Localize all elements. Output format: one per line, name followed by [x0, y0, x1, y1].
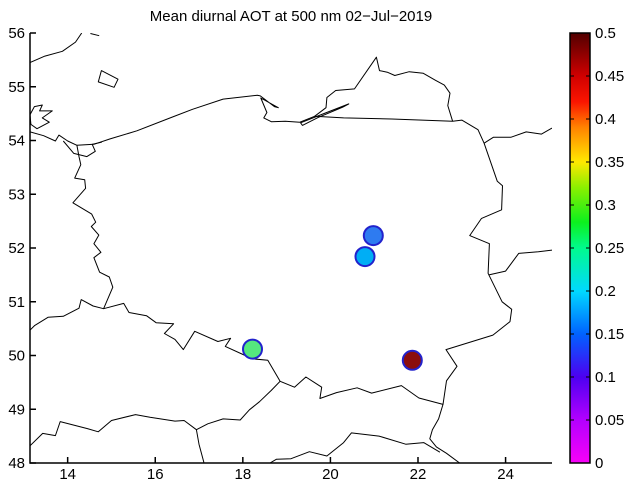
slovakia-ukraine-border — [429, 404, 460, 463]
colorbar-tick-label: 0.05 — [595, 412, 624, 429]
x-tick-label: 20 — [322, 466, 339, 480]
y-tick-label: 52 — [8, 240, 25, 257]
colorbar-tick-label: 0 — [595, 455, 603, 472]
belarus-ukraine-border — [488, 249, 552, 276]
sweden-coast-fragment — [90, 33, 100, 37]
colorbar-tick-label: 0.4 — [595, 111, 616, 128]
y-tick-label: 49 — [8, 401, 25, 418]
y-tick-label: 54 — [8, 133, 25, 150]
lithuania-belarus-border — [483, 127, 552, 144]
colorbar-tick-label: 0.35 — [595, 154, 624, 171]
slovakia-hungary-border — [269, 432, 441, 463]
colorbar-tick-label: 0.2 — [595, 283, 616, 300]
bornholm-island — [97, 70, 119, 88]
colorbar-tick-label: 0.3 — [595, 197, 616, 214]
poland-border — [72, 94, 513, 405]
y-tick-label: 48 — [8, 455, 25, 472]
chart-title: Mean diurnal AOT at 500 nm 02−Jul−2019 — [149, 8, 433, 25]
ruegen-island — [30, 104, 53, 130]
x-tick-label: 18 — [234, 466, 251, 480]
x-tick-label: 16 — [147, 466, 164, 480]
colorbar-tick-label: 0.25 — [595, 240, 624, 257]
colorbar-tick-label: 0.45 — [595, 68, 624, 85]
colorbar-tick-label: 0.1 — [595, 369, 616, 386]
sweden-coast — [30, 33, 83, 64]
y-tick-label: 56 — [8, 25, 25, 42]
x-tick-label: 14 — [59, 466, 76, 480]
czech-austria-slovakia-border — [30, 414, 205, 463]
x-tick-label: 22 — [410, 466, 427, 480]
colorbar-tick-label: 0.5 — [595, 25, 616, 42]
szczecin-lagoon — [62, 140, 102, 158]
y-tick-label: 50 — [8, 348, 25, 365]
axes-lines — [29, 33, 552, 464]
data-point[interactable] — [401, 349, 423, 371]
vistula-lagoon — [300, 103, 350, 126]
czech-slovakia-border — [196, 380, 281, 431]
x-tick-label: 24 — [497, 466, 514, 480]
data-point[interactable] — [362, 225, 384, 247]
data-point[interactable] — [354, 246, 376, 268]
data-point[interactable] — [242, 338, 263, 360]
country-borders-group — [30, 33, 552, 463]
germany-czech-border — [30, 299, 104, 331]
colorbar-tick-label: 0.15 — [595, 326, 624, 343]
german-baltic-coast — [30, 131, 78, 146]
y-tick-label: 51 — [8, 294, 25, 311]
kaliningrad-lithuania-coast — [314, 56, 454, 122]
y-tick-label: 55 — [8, 79, 25, 96]
y-tick-label: 53 — [8, 186, 25, 203]
